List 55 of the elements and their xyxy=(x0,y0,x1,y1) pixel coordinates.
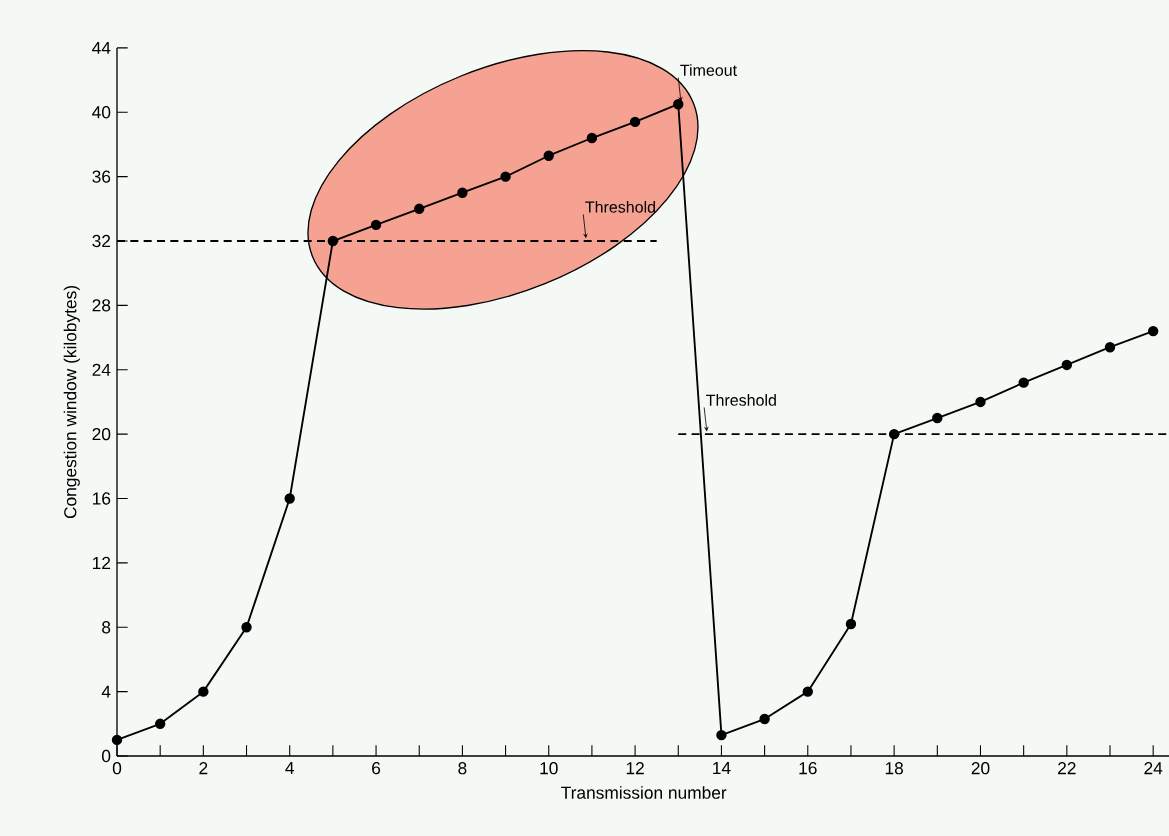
point xyxy=(154,718,166,730)
y-tick-label: 40 xyxy=(92,106,111,119)
y-tick-label: 12 xyxy=(93,556,111,569)
x-tick-label: 12 xyxy=(626,762,644,775)
x-tick-label: 16 xyxy=(799,762,817,775)
point xyxy=(845,618,857,630)
x-tick-label: 24 xyxy=(1144,762,1163,775)
point xyxy=(500,171,511,182)
x-tick-label: 10 xyxy=(540,762,558,775)
y-tick-label: 20 xyxy=(92,427,111,441)
point xyxy=(673,99,684,110)
x-tick-label: 14 xyxy=(713,762,731,774)
point xyxy=(629,116,641,128)
x-tick-label: 18 xyxy=(885,762,904,775)
point xyxy=(543,150,554,161)
point xyxy=(241,622,252,633)
y-tick-label: 8 xyxy=(102,621,111,634)
point xyxy=(370,219,382,231)
annotation: Threshold xyxy=(585,201,655,213)
y-tick-label: 44 xyxy=(92,41,111,54)
x-tick-label: 22 xyxy=(1058,762,1076,775)
y-tick-label: 0 xyxy=(101,749,111,763)
point xyxy=(414,203,425,215)
x-tick-label: 0 xyxy=(112,762,122,775)
x-axis-title: Transmission number xyxy=(561,786,727,799)
x-tick-label: 6 xyxy=(372,762,381,775)
point xyxy=(111,734,123,746)
point xyxy=(802,686,813,697)
point xyxy=(1104,342,1116,353)
y-tick-label: 16 xyxy=(93,492,111,505)
point xyxy=(759,713,770,725)
y-tick-label: 4 xyxy=(101,685,111,698)
annotation: Timeout xyxy=(680,64,737,76)
y-axis-title: Congestion window (kilobytes) xyxy=(63,286,80,519)
point xyxy=(586,132,598,144)
point xyxy=(975,396,986,408)
point xyxy=(327,235,339,247)
y-tick-label: 32 xyxy=(92,234,111,248)
point xyxy=(716,729,727,741)
x-tick-label: 4 xyxy=(285,762,295,774)
x-tick-label: 8 xyxy=(458,762,467,775)
y-tick-label: 28 xyxy=(92,299,111,312)
x-tick-label: 20 xyxy=(971,762,990,775)
y-tick-label: 36 xyxy=(92,170,111,183)
point xyxy=(198,686,209,697)
y-tick-label: 24 xyxy=(92,363,111,376)
point xyxy=(1061,359,1073,371)
point xyxy=(1147,325,1159,337)
x-tick-label: 2 xyxy=(199,762,208,775)
point xyxy=(457,187,468,198)
point xyxy=(888,428,900,440)
annotation: Threshold xyxy=(706,394,776,406)
point xyxy=(284,493,295,504)
point xyxy=(932,412,943,424)
point xyxy=(1018,377,1029,388)
